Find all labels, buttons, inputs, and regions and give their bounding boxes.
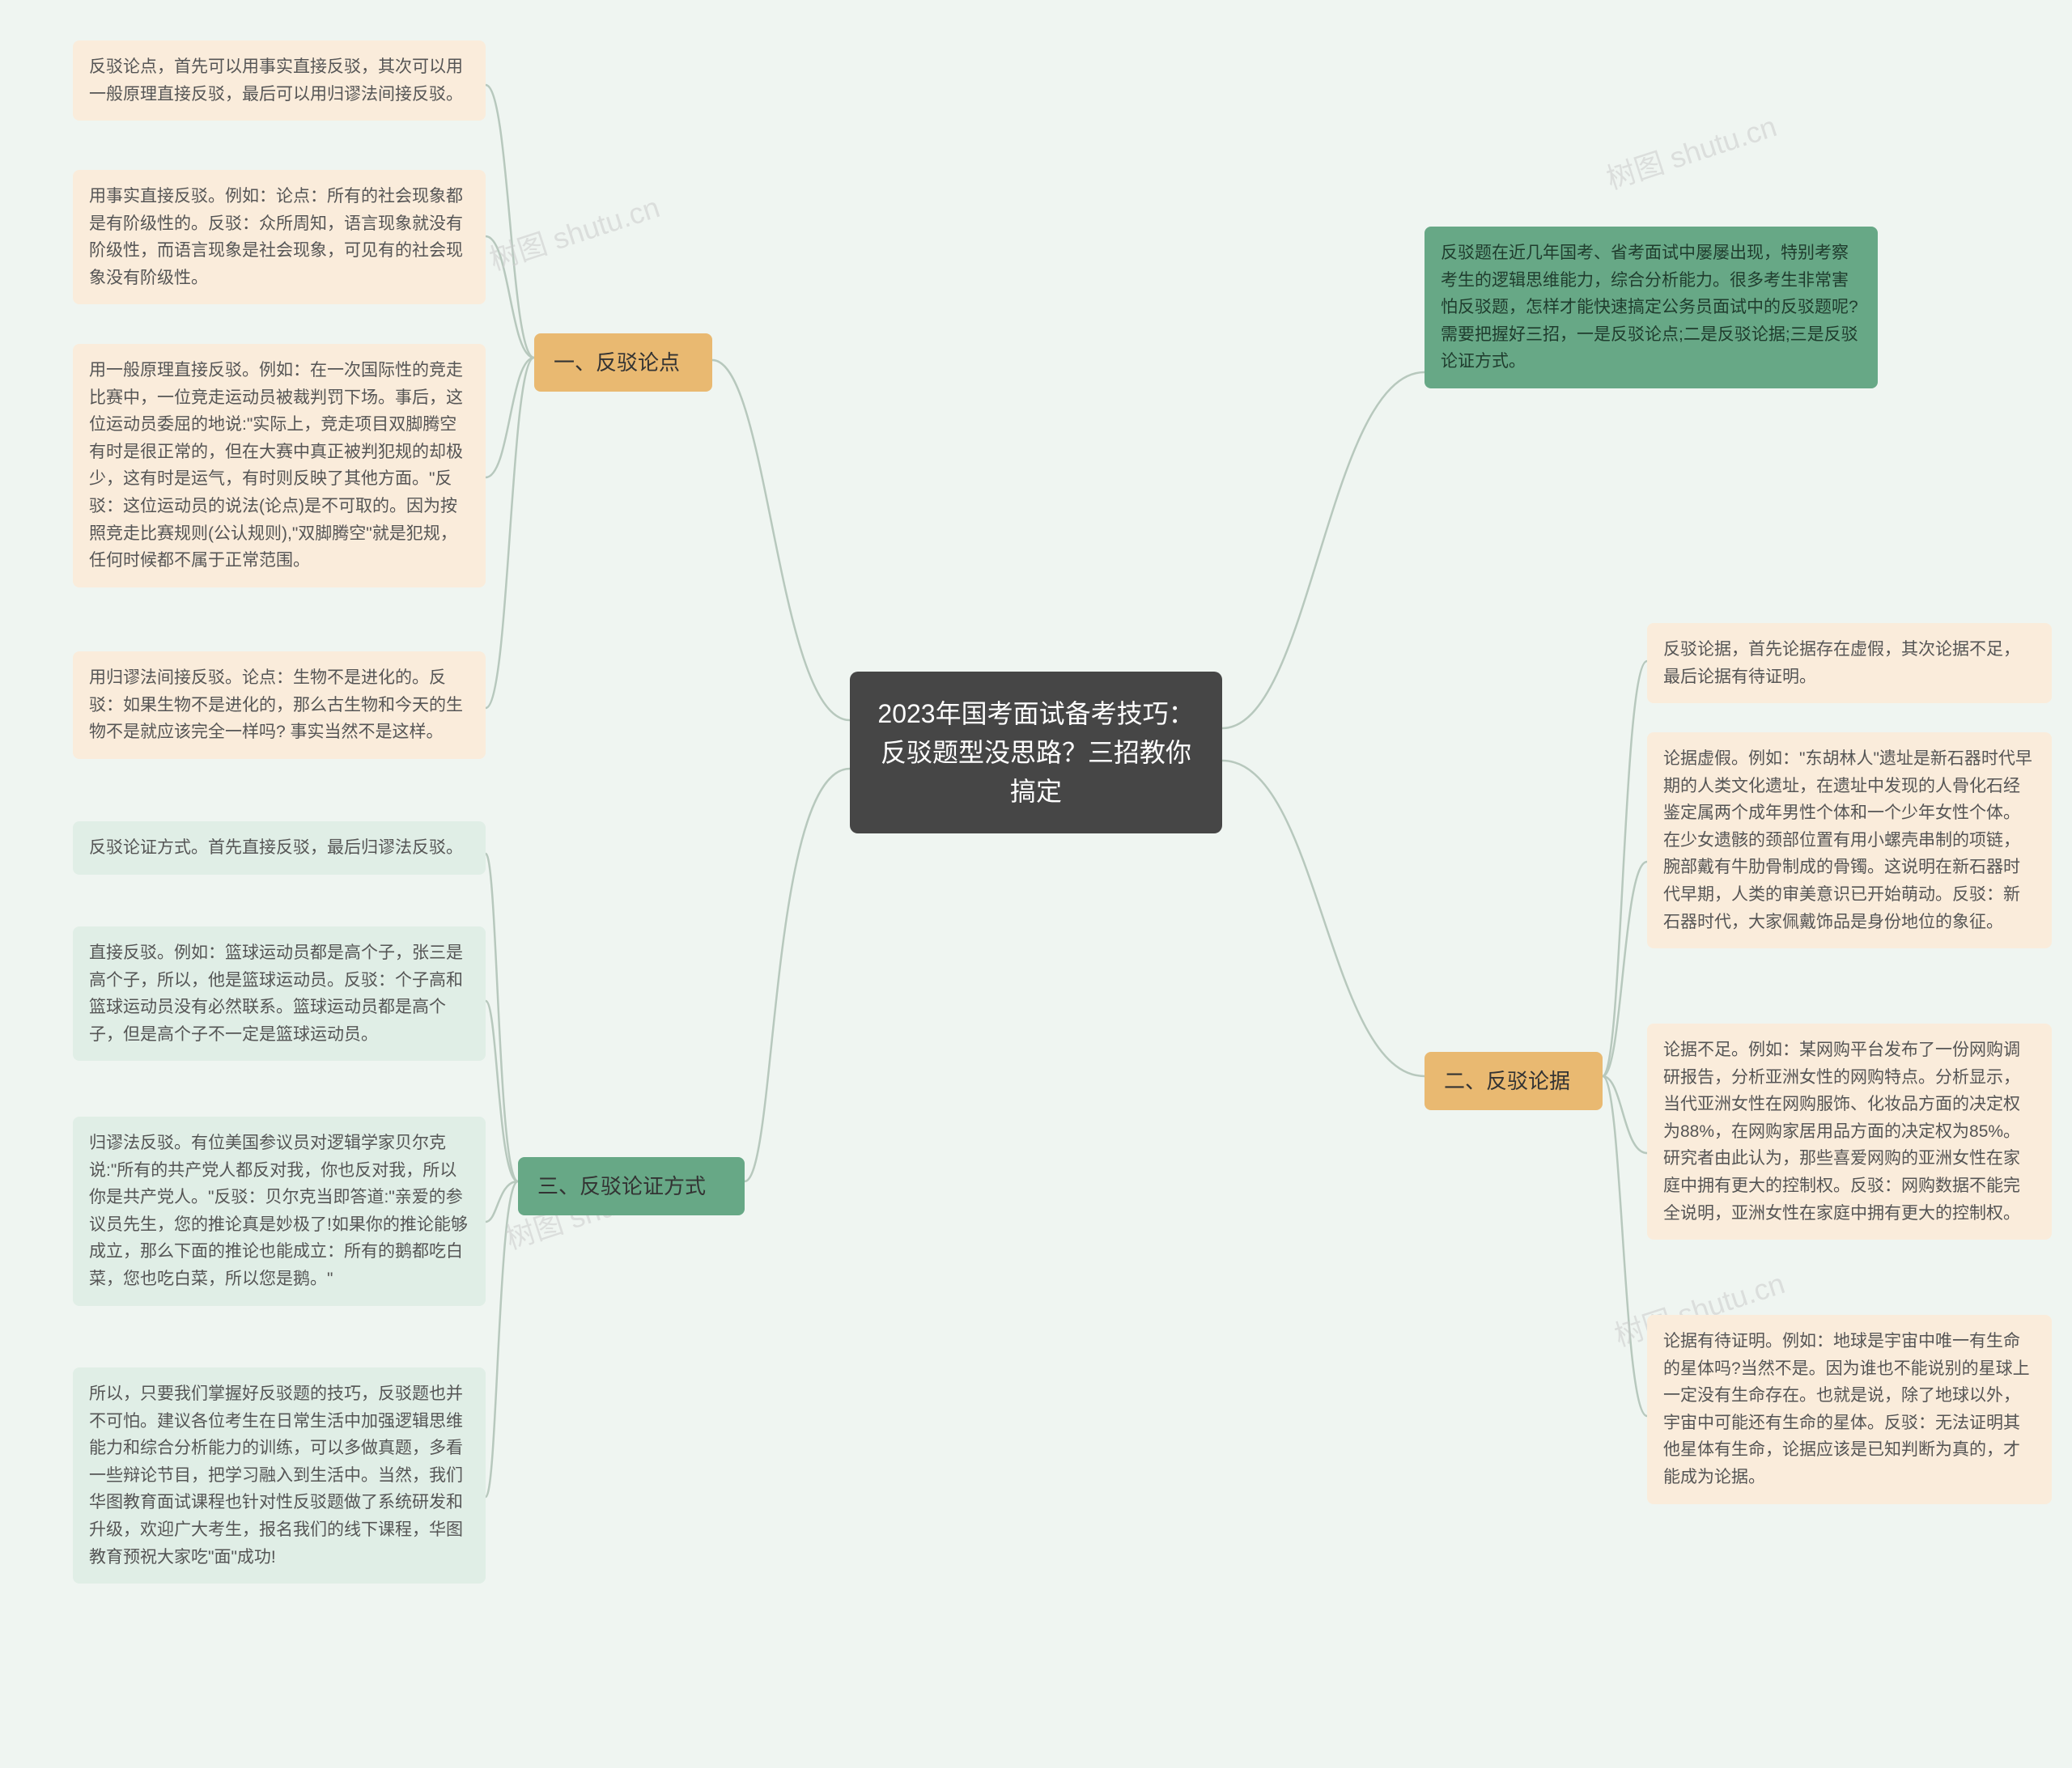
branch-2: 二、反驳论据 bbox=[1424, 1052, 1603, 1110]
leaf-1-1: 反驳论点，首先可以用事实直接反驳，其次可以用一般原理直接反驳，最后可以用归谬法间… bbox=[73, 40, 486, 121]
intro-node: 反驳题在近几年国考、省考面试中屡屡出现，特别考察考生的逻辑思维能力，综合分析能力… bbox=[1424, 227, 1878, 388]
watermark: 树图 shutu.cn bbox=[1600, 104, 1781, 198]
watermark: 树图 shutu.cn bbox=[483, 184, 664, 279]
leaf-2-3: 论据不足。例如：某网购平台发布了一份网购调研报告，分析亚洲女性的网购特点。分析显… bbox=[1647, 1024, 2052, 1240]
leaf-3-1: 反驳论证方式。首先直接反驳，最后归谬法反驳。 bbox=[73, 821, 486, 875]
leaf-1-2: 用事实直接反驳。例如：论点：所有的社会现象都是有阶级性的。反驳：众所周知，语言现… bbox=[73, 170, 486, 304]
leaf-1-4: 用归谬法间接反驳。论点：生物不是进化的。反驳：如果生物不是进化的，那么古生物和今… bbox=[73, 651, 486, 759]
root-node: 2023年国考面试备考技巧：反驳题型没思路？三招教你搞定 bbox=[850, 672, 1222, 833]
branch-1: 一、反驳论点 bbox=[534, 333, 712, 392]
leaf-3-4: 所以，只要我们掌握好反驳题的技巧，反驳题也并不可怕。建议各位考生在日常生活中加强… bbox=[73, 1367, 486, 1584]
leaf-2-2: 论据虚假。例如："东胡林人"遗址是新石器时代早期的人类文化遗址，在遗址中发现的人… bbox=[1647, 732, 2052, 948]
leaf-2-1: 反驳论据，首先论据存在虚假，其次论据不足，最后论据有待证明。 bbox=[1647, 623, 2052, 703]
branch-3: 三、反驳论证方式 bbox=[518, 1157, 745, 1215]
leaf-3-2: 直接反驳。例如：篮球运动员都是高个子，张三是高个子，所以，他是篮球运动员。反驳：… bbox=[73, 926, 486, 1061]
leaf-1-3: 用一般原理直接反驳。例如：在一次国际性的竞走比赛中，一位竞走运动员被裁判罚下场。… bbox=[73, 344, 486, 587]
mindmap-canvas: 树图 shutu.cn 树图 shutu.cn 树图 shutu.cn 树图 s… bbox=[0, 0, 2072, 1768]
leaf-2-4: 论据有待证明。例如：地球是宇宙中唯一有生命的星体吗?当然不是。因为谁也不能说别的… bbox=[1647, 1315, 2052, 1504]
leaf-3-3: 归谬法反驳。有位美国参议员对逻辑学家贝尔克说:"所有的共产党人都反对我，你也反对… bbox=[73, 1117, 486, 1306]
